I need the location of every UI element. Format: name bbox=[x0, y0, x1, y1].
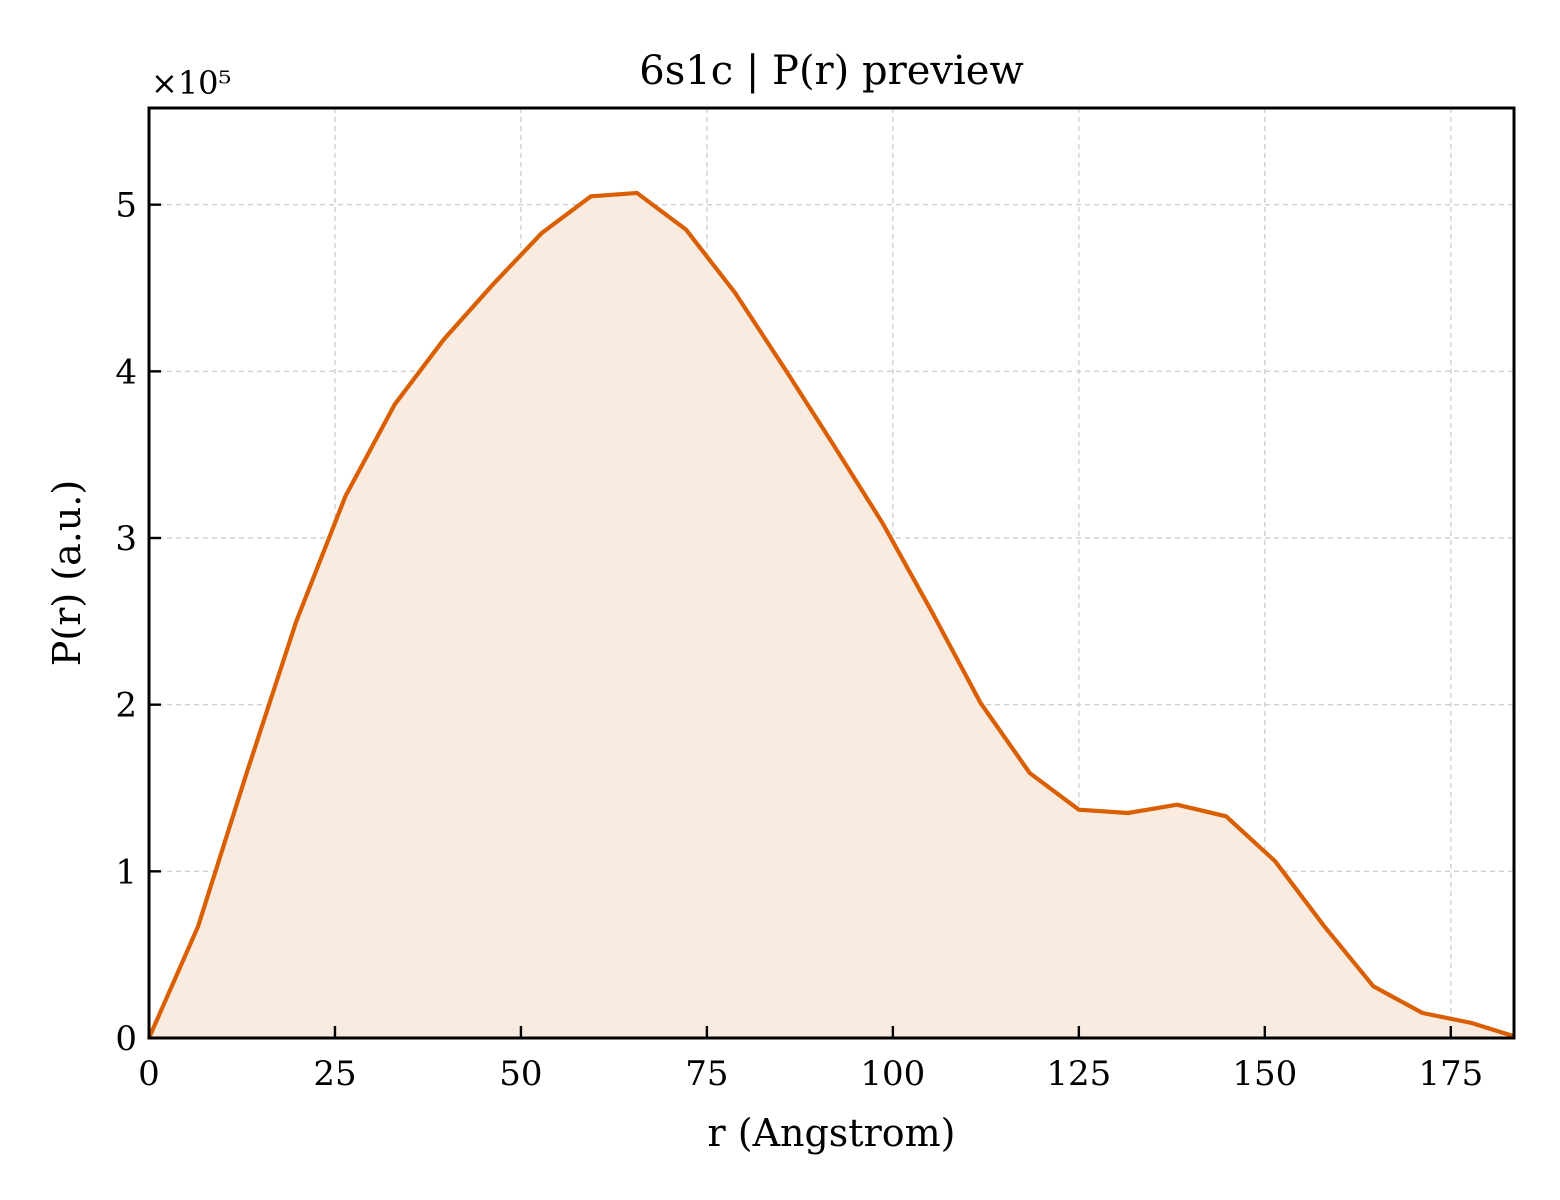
x-axis-title: r (Angstrom) bbox=[708, 1111, 956, 1155]
pr-area-fill bbox=[149, 193, 1514, 1038]
x-tick-label-2: 50 bbox=[499, 1054, 542, 1094]
pr-series-line bbox=[147, 190, 1515, 1039]
x-tick-label-6: 150 bbox=[1232, 1054, 1297, 1094]
x-tick-label-7: 175 bbox=[1418, 1054, 1483, 1094]
y-tick-label-5: 5 bbox=[115, 186, 137, 226]
y-tick-label-3: 3 bbox=[115, 519, 137, 559]
chart-title: 6s1c | P(r) preview bbox=[639, 48, 1023, 94]
y-tick-label-1: 1 bbox=[115, 852, 137, 892]
axis-ticks: 0 25 50 75 100 125 150 175 0 1 2 3 4 5 bbox=[115, 186, 1483, 1094]
x-tick-label-0: 0 bbox=[138, 1054, 160, 1094]
x-tick-label-5: 125 bbox=[1046, 1054, 1111, 1094]
y-offset-label: ×10⁵ bbox=[151, 64, 231, 102]
x-tick-label-3: 75 bbox=[685, 1054, 728, 1094]
y-tick-label-2: 2 bbox=[115, 686, 137, 726]
plot-frame bbox=[147, 106, 1516, 1040]
x-tick-label-1: 25 bbox=[313, 1054, 356, 1094]
y-tick-label-0: 0 bbox=[115, 1019, 137, 1059]
y-axis-title: P(r) (a.u.) bbox=[45, 480, 89, 666]
y-tick-label-4: 4 bbox=[115, 352, 137, 392]
x-tick-label-4: 100 bbox=[860, 1054, 925, 1094]
